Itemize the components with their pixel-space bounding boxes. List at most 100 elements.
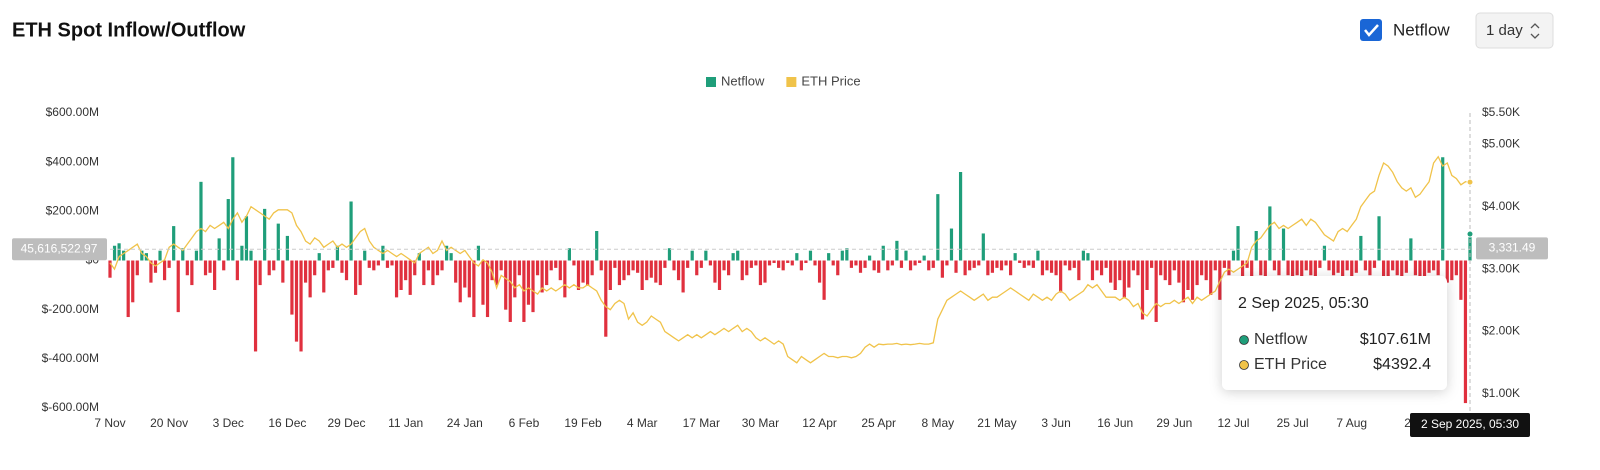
bar	[895, 240, 899, 261]
bar	[1049, 260, 1054, 273]
toggle-label[interactable]: Netflow	[1393, 20, 1450, 39]
bar	[554, 260, 558, 268]
page-title: ETH Spot Inflow/Outflow	[12, 19, 246, 41]
bar	[622, 260, 626, 281]
bar	[626, 260, 631, 276]
bar	[376, 260, 380, 266]
bar	[781, 260, 785, 271]
x-tick-label: 3 Jun	[1041, 416, 1070, 430]
bar	[749, 260, 753, 268]
bar	[1195, 260, 1199, 286]
bar	[1022, 260, 1026, 268]
y2-tick-label: $2.00K	[1482, 324, 1520, 338]
x-tick-label: 3 Dec	[213, 416, 244, 430]
bar	[1404, 260, 1408, 273]
bar	[263, 208, 267, 261]
bar	[535, 260, 540, 276]
bar	[1231, 250, 1236, 261]
bar	[317, 253, 321, 261]
bar	[135, 260, 139, 276]
tooltip-name: ETH Price	[1254, 356, 1327, 373]
bar	[986, 260, 990, 276]
bar	[640, 260, 644, 290]
bar	[1159, 260, 1163, 276]
bar	[1350, 260, 1354, 281]
bar	[444, 245, 449, 261]
x-tick-label: 29 Jun	[1156, 416, 1192, 430]
bar	[936, 194, 940, 261]
bar	[877, 260, 881, 273]
bar	[681, 260, 685, 293]
check-icon	[1364, 24, 1379, 37]
bar	[372, 260, 376, 271]
bar	[617, 260, 622, 286]
bar	[645, 260, 649, 281]
bar	[836, 260, 840, 276]
bar	[1086, 253, 1090, 261]
bar	[913, 260, 917, 266]
bar	[1177, 260, 1181, 283]
bar	[827, 253, 831, 261]
bar	[213, 260, 217, 290]
bar	[367, 260, 371, 268]
interval-select[interactable]	[1475, 12, 1554, 49]
y-tick-label: $600.00M	[46, 105, 99, 119]
bar	[1318, 260, 1322, 268]
bar	[513, 260, 517, 298]
bar	[918, 260, 922, 263]
bar	[717, 260, 722, 290]
bar	[1254, 231, 1258, 261]
y-tick-label: $-200.00M	[42, 302, 99, 316]
bar	[722, 260, 726, 271]
bar	[1009, 260, 1013, 276]
bar	[354, 260, 358, 295]
bar	[408, 260, 412, 295]
y-tick-label: $-600.00M	[42, 400, 99, 414]
bar	[1277, 260, 1281, 276]
bar	[203, 260, 208, 276]
x-tick-label: 29 Dec	[328, 416, 366, 430]
bar	[1291, 260, 1295, 281]
bar	[1027, 260, 1031, 266]
bar	[226, 199, 230, 261]
bar	[463, 260, 467, 288]
bar	[713, 260, 717, 283]
bar	[881, 245, 885, 261]
bar	[599, 260, 603, 271]
bar	[558, 260, 562, 281]
bar	[867, 255, 872, 261]
bar	[272, 260, 276, 271]
bar	[958, 172, 963, 261]
bar	[1109, 260, 1113, 283]
interval-value[interactable]: 1 day	[1486, 22, 1523, 39]
bar	[440, 260, 444, 271]
x-tick-label: 25 Jul	[1277, 416, 1309, 430]
bar	[285, 235, 289, 261]
bar	[886, 260, 890, 271]
bar	[1013, 253, 1017, 261]
legend-swatch	[706, 77, 716, 87]
x-tick-label: 20 Nov	[150, 416, 188, 430]
bar	[467, 260, 471, 298]
bar	[831, 260, 835, 266]
toggle-checkbox[interactable]	[1360, 19, 1382, 41]
crosshair-y-box	[12, 238, 107, 261]
bar	[631, 260, 635, 271]
bar	[1095, 260, 1099, 271]
bar	[199, 181, 203, 261]
bar	[863, 260, 867, 268]
bar	[208, 260, 212, 273]
legend-label: Netflow	[721, 73, 765, 88]
bar	[872, 260, 876, 271]
bar	[977, 260, 981, 266]
bar	[613, 260, 617, 268]
bar	[854, 260, 858, 266]
bar	[1263, 260, 1267, 278]
bar	[754, 260, 758, 266]
bar	[253, 260, 258, 352]
bar	[595, 231, 599, 261]
bar	[231, 157, 235, 261]
bar	[890, 260, 894, 266]
tooltip-dot	[1239, 360, 1249, 370]
bar	[235, 260, 239, 281]
